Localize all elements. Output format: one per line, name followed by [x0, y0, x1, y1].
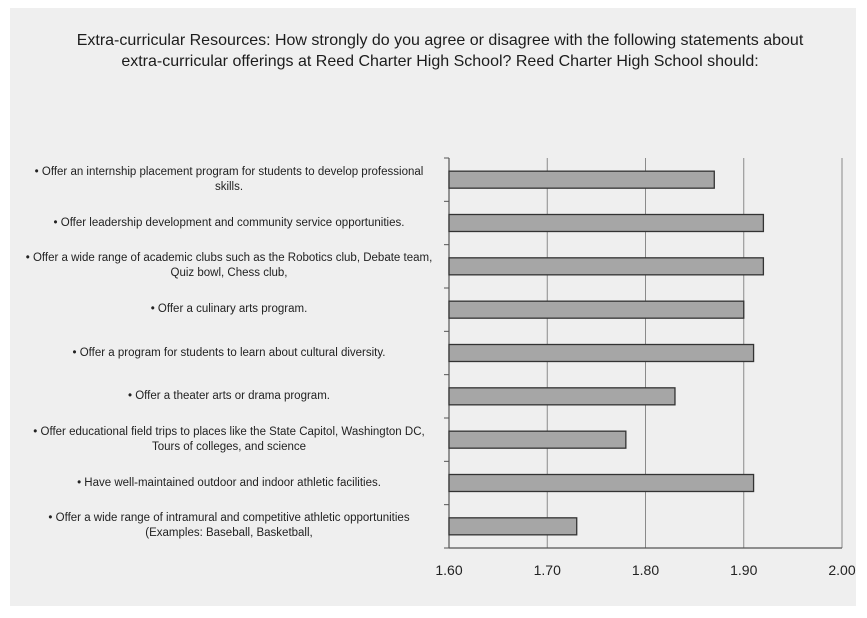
bar — [449, 301, 744, 318]
bar — [449, 388, 675, 405]
bar — [449, 431, 626, 448]
bar — [449, 171, 714, 188]
bar — [449, 345, 754, 362]
bar — [449, 258, 763, 275]
bar — [449, 215, 763, 232]
bar — [449, 475, 754, 492]
bar — [449, 518, 577, 535]
